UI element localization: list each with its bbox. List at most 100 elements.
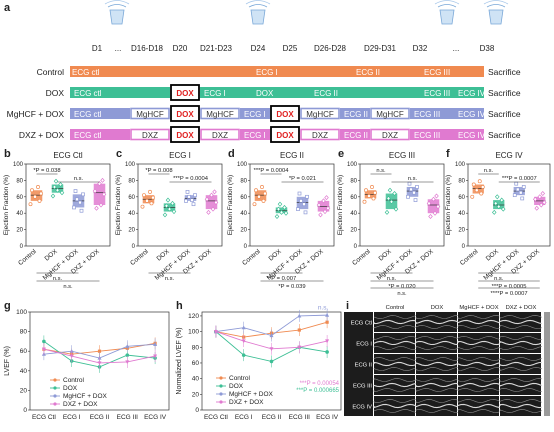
- ultrasound-probe-icon: [434, 0, 460, 25]
- y-tick-label: 100: [455, 162, 466, 168]
- data-point: [276, 206, 281, 212]
- timeline-segment-label: DOX: [176, 131, 194, 140]
- plot-frame: [359, 163, 445, 247]
- y-tick-label: 20: [192, 391, 200, 398]
- timeline-segment-label: DOX: [276, 131, 294, 140]
- plot-frame: [29, 311, 170, 411]
- echo-wave-band: [457, 409, 501, 413]
- timeline-segment-label: ECG IV: [458, 131, 486, 140]
- data-point: [190, 198, 194, 202]
- data-point: [204, 196, 210, 202]
- echo-wave-band: [415, 357, 459, 361]
- dox-injection-box: [170, 126, 200, 143]
- echo-wave-band: [373, 340, 417, 346]
- significance-label: n.s.: [165, 276, 175, 282]
- timepoint-label: D38: [480, 44, 495, 53]
- data-point: [514, 181, 519, 186]
- echo-wave-band: [415, 319, 459, 325]
- data-point: [37, 198, 42, 203]
- timeline-segment-label: ECG II: [344, 110, 368, 119]
- y-tick-label: 80: [350, 178, 357, 184]
- y-tick-label: 80: [16, 178, 23, 184]
- timeline-bar-segment: [70, 66, 170, 77]
- data-point: [364, 188, 368, 193]
- row-label: ECG I: [356, 342, 372, 348]
- significance-label: ***P = 0.00054: [300, 381, 340, 387]
- timepoint-label: D16-D18: [131, 44, 164, 53]
- echo-image-cell: [416, 312, 457, 332]
- y-tick-label: 0: [462, 244, 466, 250]
- y-tick-label: 40: [192, 376, 200, 383]
- data-point: [75, 197, 79, 202]
- echo-wave-band: [373, 361, 417, 367]
- data-point: [282, 204, 287, 210]
- timeline-segment-label: DOX: [256, 89, 274, 98]
- chart-title: ECG Ctl: [53, 151, 83, 160]
- data-point: [241, 353, 246, 357]
- data-point: [153, 342, 158, 346]
- timepoint-label: D32: [413, 44, 428, 53]
- data-point: [254, 188, 258, 193]
- data-point: [165, 197, 171, 203]
- data-point: [324, 195, 329, 201]
- data-point: [386, 195, 391, 201]
- y-tick-label: 60: [350, 195, 357, 201]
- data-point: [148, 189, 152, 194]
- significance-label: n.s.: [387, 276, 397, 282]
- echo-wave-band: [373, 367, 417, 371]
- data-point: [53, 178, 59, 184]
- data-point: [260, 185, 264, 189]
- timepoint-label: D21-D23: [200, 44, 233, 53]
- data-point: [480, 185, 485, 189]
- timeline-segment-label: DXZ: [142, 131, 158, 140]
- y-tick-label: 0: [20, 244, 24, 250]
- data-point: [69, 354, 74, 359]
- data-point: [373, 190, 377, 195]
- echo-image-grid: Control DOX MgHCF + DOX DXZ + DOX ECG Ctl ECG…: [344, 305, 550, 416]
- x-tick-label: Control: [459, 248, 480, 267]
- data-point: [500, 206, 506, 212]
- line-chart-normalized-lvef: 0 20 40 60 80 100 120 Normalized LVEF (%) ECG Ct…: [176, 305, 342, 421]
- data-point: [72, 205, 76, 210]
- y-axis-label: Ejection Fraction (%): [3, 175, 10, 235]
- echo-wave-band: [415, 340, 459, 346]
- data-point: [241, 325, 246, 330]
- echo-wave-band: [373, 315, 417, 319]
- significance-label: *P = 0.039: [278, 284, 305, 290]
- echo-image-cell: [416, 354, 457, 374]
- data-point: [325, 339, 330, 344]
- data-point: [371, 196, 376, 201]
- data-point: [297, 313, 302, 318]
- y-tick-label: 20: [20, 387, 28, 394]
- y-tick-label: 60: [16, 195, 23, 201]
- panel-label-c: c: [116, 148, 123, 160]
- x-tick-label: Control: [241, 248, 262, 267]
- chart-title: ECG IV: [495, 151, 523, 160]
- boxplot-ecg-i: ECG I 0 20 40 60 80 100 Ejection Fraction (%) Co…: [115, 151, 223, 282]
- treatment-segment: [200, 128, 240, 141]
- timeline-segment-label: ECG ctl: [74, 110, 102, 119]
- y-tick-label: 20: [458, 228, 465, 234]
- x-tick-label: DOX: [267, 248, 283, 263]
- data-point: [52, 184, 57, 190]
- echo-image-cell: [500, 333, 541, 353]
- treatment-segment: [300, 107, 340, 120]
- timeline-bar-segment: [252, 66, 310, 77]
- timeline-segment-label: DOX: [276, 110, 294, 119]
- sacrifice-label: Sacrifice: [488, 88, 521, 98]
- plot-frame: [25, 163, 111, 247]
- timeline-segment-label: ECG III: [424, 68, 450, 77]
- data-point: [261, 198, 266, 203]
- significance-label: n.s.: [63, 284, 73, 290]
- data-point: [318, 212, 323, 218]
- y-tick-label: 40: [128, 211, 135, 217]
- timeline-segment-label: DXZ: [382, 131, 398, 140]
- probe-body-shape: [488, 9, 504, 25]
- timeline-bar-segment: [70, 108, 130, 119]
- y-tick-label: 0: [195, 407, 199, 414]
- data-point: [209, 192, 214, 198]
- data-point: [540, 190, 546, 197]
- legend-marker: [53, 402, 57, 406]
- timeline-segment-label: ECG I: [256, 68, 278, 77]
- data-point: [407, 181, 412, 186]
